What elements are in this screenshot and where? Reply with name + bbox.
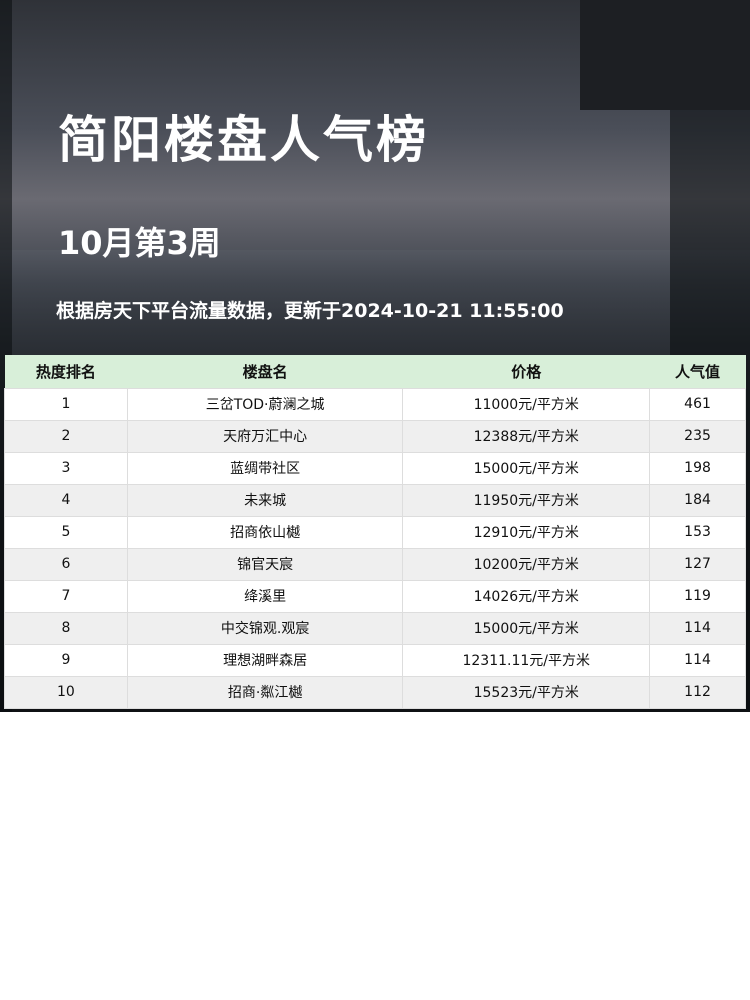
cell-rank: 2 xyxy=(4,419,128,453)
cell-price: 12311.11元/平方米 xyxy=(402,643,651,677)
cell-rank: 3 xyxy=(4,451,128,485)
cell-rank: 7 xyxy=(4,579,128,613)
cell-popularity: 198 xyxy=(649,451,746,485)
cell-name: 三岔TOD·蔚澜之城 xyxy=(126,387,404,421)
table-row: 2 天府万汇中心 12388元/平方米 235 xyxy=(4,419,746,453)
cell-popularity: 114 xyxy=(649,643,746,677)
table-row: 10 招商·粼江樾 15523元/平方米 112 xyxy=(4,675,746,709)
cell-popularity: 112 xyxy=(649,675,746,709)
header-rank: 热度排名 xyxy=(4,355,128,388)
city-skyline xyxy=(0,250,750,360)
table-row: 5 招商依山樾 12910元/平方米 153 xyxy=(4,515,746,549)
cell-price: 14026元/平方米 xyxy=(402,579,651,613)
table-row: 7 绛溪里 14026元/平方米 119 xyxy=(4,579,746,613)
header-name: 楼盘名 xyxy=(127,355,403,388)
table-row: 4 未来城 11950元/平方米 184 xyxy=(4,483,746,517)
cell-popularity: 235 xyxy=(649,419,746,453)
cell-price: 15523元/平方米 xyxy=(402,675,651,709)
cell-price: 11950元/平方米 xyxy=(402,483,651,517)
cell-price: 15000元/平方米 xyxy=(402,611,651,645)
cell-popularity: 461 xyxy=(649,387,746,421)
cell-popularity: 184 xyxy=(649,483,746,517)
table-row: 6 锦官天宸 10200元/平方米 127 xyxy=(4,547,746,581)
cell-rank: 5 xyxy=(4,515,128,549)
cell-popularity: 119 xyxy=(649,579,746,613)
cell-name: 蓝绸带社区 xyxy=(126,451,404,485)
table-row: 9 理想湖畔森居 12311.11元/平方米 114 xyxy=(4,643,746,677)
table-row: 1 三岔TOD·蔚澜之城 11000元/平方米 461 xyxy=(4,387,746,421)
cell-name: 绛溪里 xyxy=(126,579,404,613)
cell-popularity: 127 xyxy=(649,547,746,581)
cell-name: 中交锦观.观宸 xyxy=(126,611,404,645)
cell-price: 15000元/平方米 xyxy=(402,451,651,485)
cell-name: 锦官天宸 xyxy=(126,547,404,581)
cell-name: 理想湖畔森居 xyxy=(126,643,404,677)
cell-name: 未来城 xyxy=(126,483,404,517)
cell-rank: 9 xyxy=(4,643,128,677)
cell-popularity: 114 xyxy=(649,611,746,645)
cell-name: 天府万汇中心 xyxy=(126,419,404,453)
cell-price: 12910元/平方米 xyxy=(402,515,651,549)
cell-rank: 1 xyxy=(4,387,128,421)
week-label: 10月第3周 xyxy=(58,224,221,262)
cell-name: 招商·粼江樾 xyxy=(126,675,404,709)
page-title: 简阳楼盘人气榜 xyxy=(58,111,429,169)
cell-popularity: 153 xyxy=(649,515,746,549)
table-row: 3 蓝绸带社区 15000元/平方米 198 xyxy=(4,451,746,485)
cell-price: 12388元/平方米 xyxy=(402,419,651,453)
table-row: 8 中交锦观.观宸 15000元/平方米 114 xyxy=(4,611,746,645)
cell-rank: 10 xyxy=(4,675,128,709)
table-header: 热度排名 楼盘名 价格 人气值 xyxy=(4,355,746,388)
header-popularity: 人气值 xyxy=(649,355,746,388)
cell-name: 招商依山樾 xyxy=(126,515,404,549)
cell-rank: 6 xyxy=(4,547,128,581)
cell-price: 11000元/平方米 xyxy=(402,387,651,421)
update-info: 根据房天下平台流量数据，更新于2024-10-21 11:55:00 xyxy=(56,300,564,322)
cell-price: 10200元/平方米 xyxy=(402,547,651,581)
ranking-table: 热度排名 楼盘名 价格 人气值 1 三岔TOD·蔚澜之城 11000元/平方米 461… xyxy=(4,355,746,709)
cell-rank: 4 xyxy=(4,483,128,517)
header-price: 价格 xyxy=(402,355,650,388)
window-frame xyxy=(580,0,750,110)
cell-rank: 8 xyxy=(4,611,128,645)
